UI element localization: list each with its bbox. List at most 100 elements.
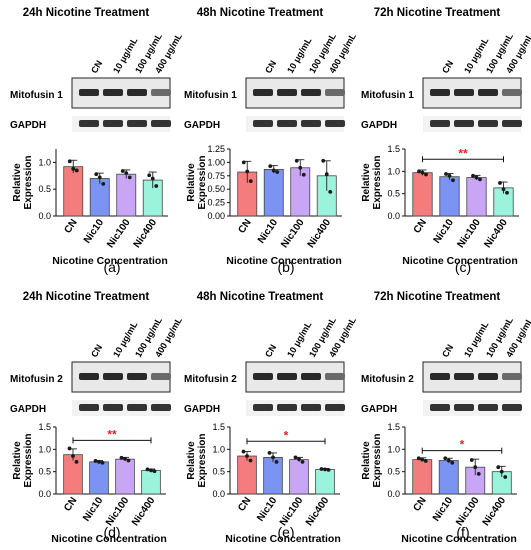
significance-label: **	[107, 427, 117, 441]
panel-title: 48h Nicotine Treatment	[197, 7, 324, 19]
category-label: CN	[236, 217, 253, 235]
blot-band	[127, 373, 147, 380]
gapdh-band	[103, 120, 123, 127]
data-point	[241, 160, 246, 165]
y-tick-label: 1.0	[212, 444, 225, 454]
data-point	[473, 465, 478, 470]
y-tick-label: 0.5	[387, 189, 400, 199]
gapdh-band	[127, 120, 147, 127]
y-axis-label-line: Relative	[186, 163, 197, 202]
data-point	[274, 459, 279, 464]
panel-letter: (e)	[277, 524, 294, 540]
data-point	[444, 172, 448, 176]
data-point	[245, 454, 249, 458]
blot-band	[277, 89, 297, 96]
x-axis-label: Nicotine Concentration	[52, 255, 168, 267]
data-point	[420, 457, 425, 462]
gapdh-band	[79, 120, 99, 127]
y-axis-label-line: Expression	[23, 156, 34, 210]
data-point	[101, 181, 106, 186]
y-tick-label: 1.5	[212, 422, 225, 432]
category-label: Nic10	[432, 217, 457, 246]
gapdh-band	[454, 120, 474, 127]
data-point	[328, 189, 333, 194]
data-point	[97, 459, 101, 464]
category-label: Nic100	[455, 217, 483, 250]
bar	[412, 172, 433, 217]
concentration-label: CN	[263, 59, 278, 75]
blot-band	[502, 89, 522, 96]
bar	[289, 459, 309, 495]
panel-letter: (f)	[456, 524, 469, 540]
y-tick-label: 0.75	[207, 171, 225, 181]
data-point	[323, 467, 327, 472]
data-point	[443, 456, 448, 461]
data-point	[241, 449, 246, 454]
category-label: CN	[62, 495, 79, 513]
data-point	[423, 459, 428, 463]
data-point	[294, 158, 299, 163]
panel-title: 48h Nicotine Treatment	[197, 291, 324, 303]
category-label: Nic400	[306, 217, 334, 250]
bar	[116, 173, 137, 217]
gapdh-band	[127, 404, 147, 411]
bar	[315, 469, 335, 495]
significance-label: *	[284, 428, 289, 442]
gapdh-label: GAPDH	[10, 120, 46, 131]
blot-band	[151, 89, 171, 96]
x-axis-label: Nicotine Concentration	[401, 533, 517, 545]
data-point	[451, 178, 455, 183]
category-label: CN	[411, 495, 428, 513]
category-label: CN	[62, 217, 79, 235]
blot-band	[151, 373, 171, 380]
protein-label: Mitofusin 2	[10, 374, 63, 385]
y-axis-label-line: Relative	[361, 163, 372, 202]
gapdh-band	[325, 404, 345, 411]
data-point	[476, 472, 481, 476]
data-point	[471, 173, 475, 178]
y-tick-label: 0.5	[212, 467, 225, 477]
protein-label: Mitofusin 1	[10, 90, 63, 101]
data-point	[248, 458, 253, 463]
y-tick-label: 0.25	[207, 198, 225, 208]
blot-band	[301, 89, 321, 96]
data-point	[501, 187, 506, 192]
panel-letter: (b)	[277, 259, 294, 275]
data-point	[145, 467, 150, 472]
data-point	[478, 177, 482, 182]
y-tick-label: 0.5	[38, 467, 51, 477]
data-point	[147, 173, 152, 178]
x-axis-label: Nicotine Concentration	[402, 255, 518, 267]
data-point	[93, 459, 98, 463]
y-axis-label-line: Expression	[197, 434, 208, 488]
gapdh-band	[502, 404, 522, 411]
data-point	[297, 457, 301, 462]
panel-title: 72h Nicotine Treatment	[374, 7, 501, 19]
x-axis-label: Nicotine Concentration	[225, 533, 341, 545]
y-tick-label: 1.5	[38, 422, 51, 432]
bar	[63, 166, 84, 217]
data-point	[71, 454, 75, 458]
category-label: CN	[236, 495, 253, 513]
blot-band	[277, 373, 297, 380]
data-point	[268, 164, 273, 169]
y-axis-label-line: Expression	[372, 156, 383, 210]
protein-label: Mitofusin 1	[184, 90, 237, 101]
data-point	[275, 170, 280, 174]
data-point	[74, 168, 79, 173]
y-tick-label: 0.0	[38, 211, 51, 221]
category-label: Nic400	[482, 217, 510, 250]
y-axis-label: RelativeExpression	[186, 434, 208, 488]
blot-band	[301, 373, 321, 380]
data-point	[127, 175, 132, 180]
data-point	[267, 451, 272, 455]
blot-band	[253, 89, 273, 96]
data-point	[271, 455, 275, 460]
x-axis-label: Nicotine Concentration	[51, 533, 167, 545]
bar	[412, 459, 433, 495]
y-tick-label: 0.0	[387, 211, 400, 221]
